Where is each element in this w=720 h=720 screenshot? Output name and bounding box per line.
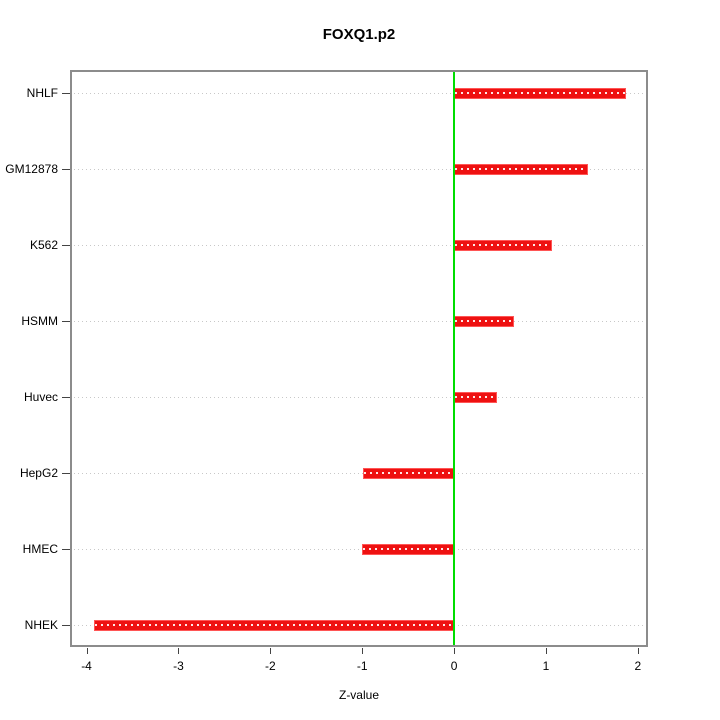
bar-k562: [454, 239, 553, 251]
gridline: [70, 168, 648, 170]
y-tick-label: K562: [29, 238, 58, 253]
x-tick-label: -4: [81, 659, 92, 673]
y-tick: [62, 625, 70, 627]
plot-border: [70, 70, 648, 647]
bar-dotted-line: [364, 472, 454, 475]
y-tick-label: Huvec: [23, 390, 58, 405]
x-tick-label: 0: [450, 659, 458, 673]
bar-nhlf: [454, 87, 626, 99]
y-tick: [62, 93, 70, 94]
y-tick-label: HSMM: [21, 314, 58, 329]
bar-hmec: [362, 543, 455, 555]
x-tick-label: -1: [356, 659, 368, 673]
gridline: [70, 548, 648, 550]
x-tick: [270, 648, 272, 654]
y-tick: [62, 169, 70, 171]
gridline: [70, 320, 648, 322]
x-axis-title: Z-value: [338, 688, 379, 702]
y-tick-label: NHLF: [26, 86, 58, 100]
x-tick: [178, 648, 180, 654]
x-tick-label: -2: [264, 659, 276, 673]
x-tick: [637, 648, 639, 654]
bar-dotted-line: [455, 320, 513, 323]
plot-area: [70, 70, 648, 647]
bar-dotted-line: [94, 624, 454, 627]
x-tick: [454, 648, 456, 654]
y-tick: [62, 549, 70, 551]
x-tick-label: -3: [173, 659, 184, 673]
y-tick-label: GM12878: [5, 162, 58, 177]
y-tick: [62, 397, 70, 399]
gridline: [70, 92, 648, 94]
gridline: [70, 396, 648, 398]
chart-title: FOXQ1.p2: [322, 26, 396, 43]
bar-hsmm: [454, 315, 514, 327]
y-tick: [62, 245, 70, 247]
x-tick-label: 1: [542, 659, 550, 673]
bar-dotted-line: [455, 244, 552, 247]
x-tick-label: 2: [634, 659, 642, 673]
y-tick-label: HMEC: [22, 542, 58, 557]
bar-huvec: [454, 391, 498, 403]
gridline: [70, 472, 648, 474]
bar-nhek: [93, 619, 455, 631]
bar-hepg2: [363, 467, 455, 479]
bar-dotted-line: [363, 548, 454, 551]
y-tick: [62, 321, 70, 323]
y-tick: [62, 473, 70, 475]
y-tick-label: HepG2: [19, 466, 58, 481]
x-tick: [362, 648, 364, 654]
zero-line: [453, 70, 456, 647]
x-tick: [546, 648, 547, 654]
y-tick-label: NHEK: [24, 618, 58, 633]
bar-dotted-line: [455, 92, 625, 94]
bar-gm12878: [454, 163, 589, 175]
bar-dotted-line: [455, 168, 588, 171]
gridline: [70, 244, 648, 246]
bar-dotted-line: [455, 396, 497, 399]
x-tick: [86, 648, 88, 654]
